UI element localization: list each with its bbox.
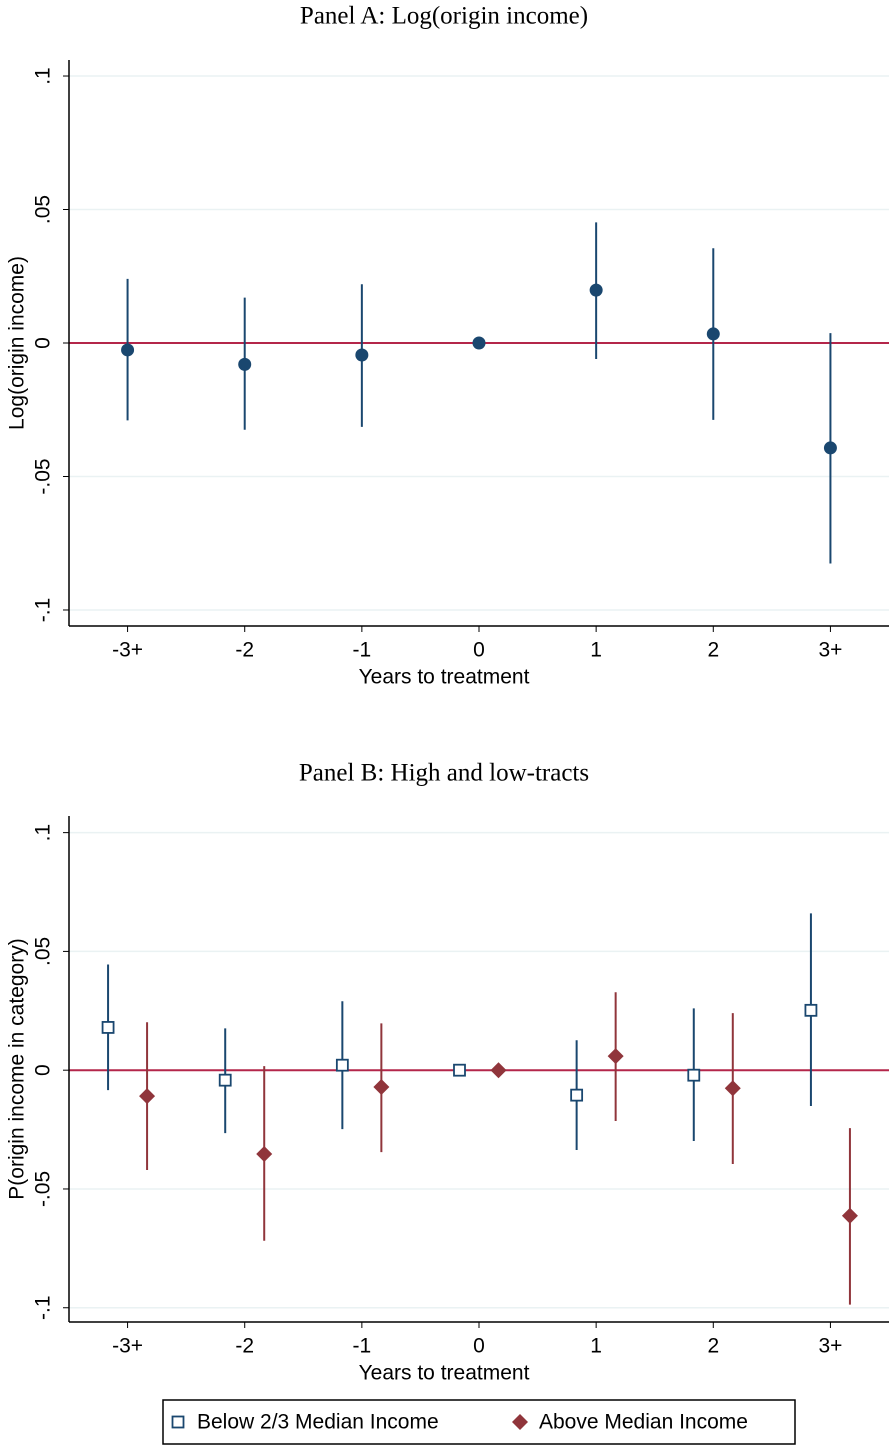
x-tick-label: 3+ (818, 639, 842, 662)
point (841, 1207, 858, 1224)
x-tick-label: -3+ (112, 1335, 143, 1358)
legend-label: Below 2/3 Median Income (197, 1411, 439, 1434)
y-axis-title: P(origin income in category) (6, 938, 29, 1199)
x-tick-label: 1 (590, 639, 602, 662)
x-tick-label: -1 (353, 1335, 372, 1358)
x-axis-title: Years to treatment (359, 666, 530, 689)
y-tick-label: -.05 (32, 458, 55, 494)
x-tick-label: 1 (590, 1335, 602, 1358)
point (218, 1073, 232, 1087)
x-axis-title: Years to treatment (359, 1362, 530, 1385)
point (589, 283, 603, 297)
point (256, 1146, 273, 1163)
point (823, 441, 837, 455)
point (121, 343, 135, 357)
point (804, 1003, 818, 1017)
panel-title: Panel B: High and low-tracts (299, 760, 589, 787)
legend-marker (171, 1415, 185, 1429)
y-tick-label: .05 (32, 195, 55, 224)
point (570, 1088, 584, 1102)
x-tick-label: 2 (707, 639, 719, 662)
x-tick-label: 2 (707, 1335, 719, 1358)
point (453, 1063, 466, 1077)
x-tick-label: -2 (235, 1335, 254, 1358)
x-tick-label: -2 (235, 639, 254, 662)
y-tick-label: .1 (32, 67, 55, 85)
point (687, 1068, 701, 1082)
y-tick-label: .05 (32, 937, 55, 966)
x-tick-label: -3+ (112, 639, 143, 662)
x-tick-label: 0 (473, 639, 485, 662)
point (139, 1088, 156, 1105)
y-tick-label: .1 (32, 824, 55, 842)
point (101, 1021, 115, 1034)
y-axis-title: Log(origin income) (6, 256, 29, 430)
point (373, 1079, 390, 1096)
y-tick-label: 0 (32, 337, 55, 349)
point (490, 1062, 507, 1079)
point (706, 327, 720, 341)
point (724, 1080, 741, 1097)
x-tick-label: 0 (473, 1335, 485, 1358)
point (607, 1048, 624, 1065)
y-tick-label: 0 (32, 1064, 55, 1076)
point (355, 348, 369, 362)
y-tick-label: -.05 (32, 1171, 55, 1207)
y-tick-label: -.1 (32, 598, 55, 623)
x-tick-label: -1 (353, 639, 372, 662)
legend-marker (512, 1414, 528, 1430)
legend-label: Above Median Income (539, 1411, 748, 1434)
panel-title: Panel A: Log(origin income) (300, 3, 588, 30)
legend-box (162, 1399, 796, 1445)
x-tick-label: 3+ (818, 1335, 842, 1358)
point (335, 1058, 349, 1072)
point (238, 357, 252, 371)
point (472, 336, 486, 350)
y-tick-label: -.1 (32, 1295, 55, 1320)
